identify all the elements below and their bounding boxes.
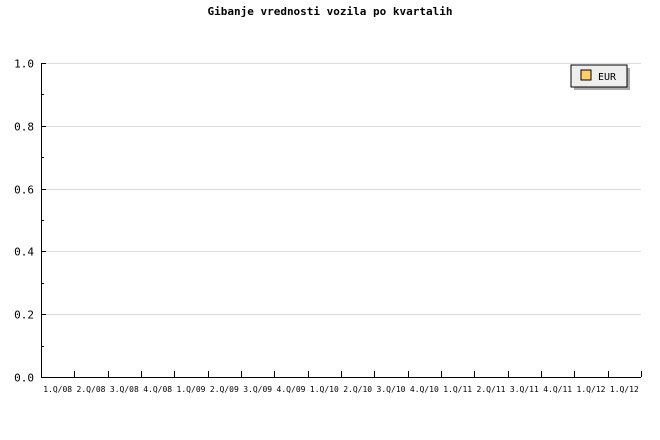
- x-tick-label: 1.Q/11: [443, 385, 472, 394]
- x-tick-label: 3.Q/10: [377, 385, 406, 394]
- x-tick-label: 3.Q/09: [243, 385, 272, 394]
- x-tick-label: 1.Q/09: [177, 385, 206, 394]
- x-tick-label: 3.Q/11: [510, 385, 539, 394]
- chart-title: Gibanje vrednosti vozila po kvartalih: [207, 5, 452, 18]
- x-tick-label: 2.Q/10: [343, 385, 372, 394]
- x-tick-label: 3.Q/08: [110, 385, 139, 394]
- x-tick-label: 4.Q/10: [410, 385, 439, 394]
- x-tick-label: 1.Q/12: [610, 385, 639, 394]
- x-tick-label: 4.Q/08: [143, 385, 172, 394]
- x-tick-label: 1.Q/08: [43, 385, 72, 394]
- y-tick-label: 0.6: [14, 184, 34, 197]
- y-tick-label: 0.2: [14, 309, 34, 322]
- legend-swatch-eur: [580, 69, 592, 81]
- y-tick-label: 1.0: [14, 58, 34, 71]
- x-tick-label: 4.Q/09: [277, 385, 306, 394]
- x-tick-label: 2.Q/08: [77, 385, 106, 394]
- y-tick-label: 0.0: [14, 372, 34, 385]
- legend-label-eur: EUR: [598, 72, 617, 83]
- x-tick-label: 4.Q/11: [543, 385, 572, 394]
- y-tick-label: 0.4: [14, 246, 34, 259]
- legend: EUR: [570, 64, 630, 90]
- x-tick-label: 2.Q/09: [210, 385, 239, 394]
- x-tick-label: 1.Q/12: [577, 385, 606, 394]
- x-tick-label: 2.Q/11: [477, 385, 506, 394]
- x-tick-label: 1.Q/10: [310, 385, 339, 394]
- y-tick-label: 0.8: [14, 121, 34, 134]
